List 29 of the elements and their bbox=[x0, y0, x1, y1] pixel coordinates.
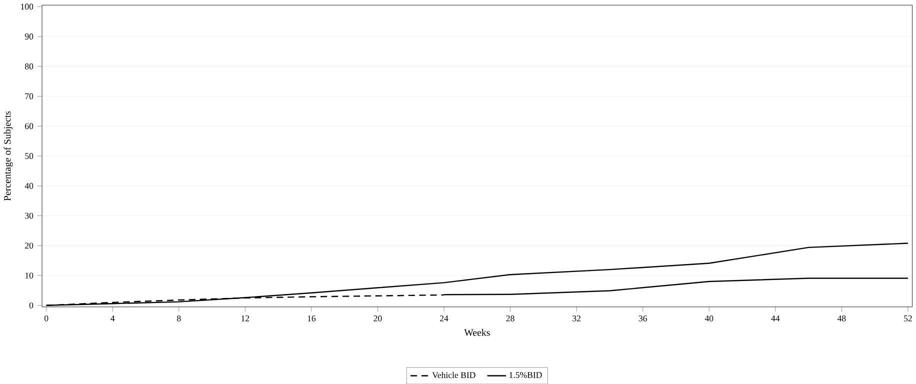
x-tick-label: 8 bbox=[177, 315, 181, 322]
y-tick-label: 80 bbox=[25, 63, 34, 70]
x-tick-label: 12 bbox=[242, 315, 250, 322]
x-tick-label: 48 bbox=[837, 315, 846, 322]
x-tick-label: 28 bbox=[506, 315, 514, 322]
x-tick-label: 40 bbox=[704, 315, 714, 322]
y-tick-label: 90 bbox=[24, 33, 34, 40]
x-tick-label: 32 bbox=[572, 315, 580, 322]
y-tick-label: 20 bbox=[25, 242, 34, 249]
y-tick-label: 50 bbox=[25, 152, 34, 159]
y-axis-title: Percentage of Subjects bbox=[4, 111, 13, 201]
x-tick-label: 52 bbox=[904, 315, 912, 322]
x-tick-label: 24 bbox=[440, 315, 448, 322]
x-tick-label: 20 bbox=[374, 315, 382, 322]
x-tick-label: 16 bbox=[308, 315, 316, 322]
y-tick-label: 0 bbox=[29, 302, 34, 308]
x-tick-label: 4 bbox=[110, 315, 115, 322]
y-tick-label: 100 bbox=[21, 4, 34, 10]
y-tick-label: 30 bbox=[25, 212, 34, 219]
legend-label: Vehicle BID bbox=[432, 372, 476, 378]
y-tick-label: 60 bbox=[25, 123, 34, 129]
y-tick-label: 40 bbox=[24, 182, 34, 189]
legend-label: 1.5%BID bbox=[510, 372, 542, 378]
y-tick-label: 70 bbox=[25, 93, 34, 100]
x-axis-title: Weeks bbox=[464, 328, 490, 336]
x-tick-label: 44 bbox=[771, 315, 780, 322]
x-tick-label: 36 bbox=[638, 315, 647, 322]
x-tick-label: 0 bbox=[44, 315, 48, 322]
y-tick-label: 10 bbox=[25, 272, 34, 278]
